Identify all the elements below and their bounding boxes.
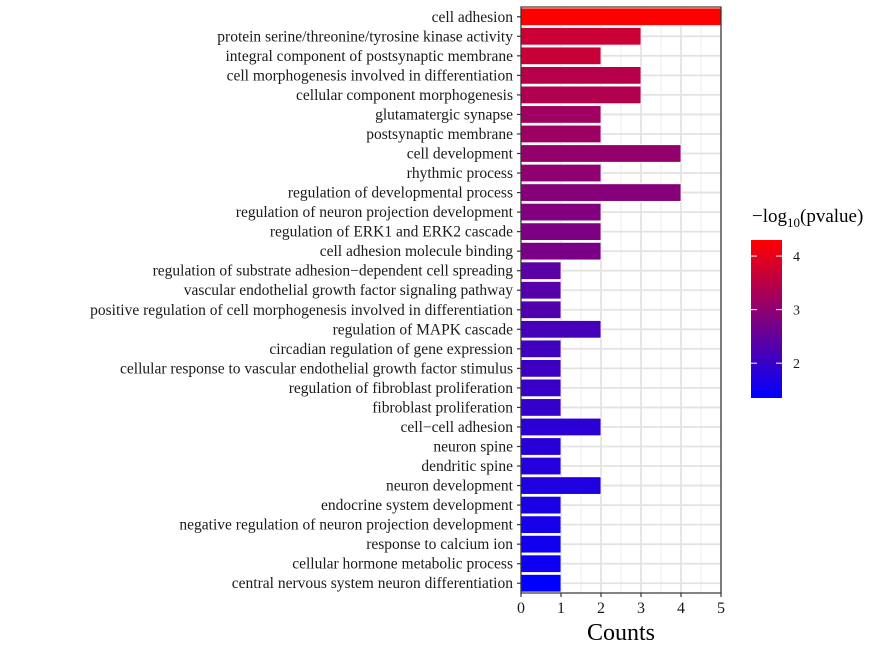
y-tick-label: central nervous system neuron differenti… [232, 575, 513, 592]
bar [520, 515, 562, 534]
x-tick-label: 4 [677, 600, 685, 617]
bar [520, 202, 602, 222]
colorbar-tick-label: 4 [793, 250, 800, 265]
bar [520, 281, 562, 300]
y-tick-label: regulation of fibroblast proliferation [289, 380, 514, 397]
bar [520, 222, 602, 241]
x-axis: 0 1 2 3 4 5 [517, 593, 725, 617]
bar [520, 359, 562, 378]
y-tick-label: regulation of neuron projection developm… [236, 204, 514, 221]
x-tick-label: 2 [597, 600, 605, 617]
bar [520, 66, 642, 85]
bar [520, 398, 562, 417]
y-tick-label: regulation of MAPK cascade [333, 321, 513, 338]
y-tick-label: neuron development [386, 478, 514, 495]
bar [520, 7, 722, 26]
x-tick-label: 3 [637, 600, 645, 617]
x-axis-title: Counts [587, 620, 655, 646]
bar [520, 300, 562, 319]
y-tick-label: vascular endothelial growth factor signa… [184, 282, 514, 299]
bar [520, 124, 602, 144]
bar [520, 456, 562, 476]
y-tick-label: cellular hormone metabolic process [292, 556, 513, 573]
panel-border [520, 6, 722, 594]
bar [520, 476, 602, 495]
bar [520, 495, 562, 515]
bar [520, 27, 642, 46]
y-tick-label: dendritic spine [421, 458, 513, 475]
bar [520, 320, 602, 339]
bars [520, 7, 722, 593]
bar [520, 554, 562, 573]
y-tick-label: rhythmic process [407, 165, 513, 182]
y-tick-label: cell morphogenesis involved in different… [227, 67, 514, 84]
y-tick-label: postsynaptic membrane [366, 126, 513, 143]
y-tick-label: cell development [407, 146, 514, 163]
y-axis-labels: cell adhesion protein serine/threonine/ty… [90, 9, 521, 592]
y-tick-label: cell adhesion [432, 9, 514, 26]
y-tick-label: endocrine system development [321, 497, 514, 514]
y-tick-label: fibroblast proliferation [372, 399, 513, 416]
colorbar-ticks: 2 3 4 [751, 250, 800, 372]
y-tick-label: negative regulation of neuron projection… [179, 517, 513, 534]
y-tick-label: circadian regulation of gene expression [269, 341, 513, 358]
y-tick-label: cell−cell adhesion [401, 419, 514, 436]
bar [520, 378, 562, 398]
bar [520, 574, 562, 593]
bar [520, 437, 562, 456]
y-tick-label: cellular component morphogenesis [296, 87, 513, 104]
y-tick-label: regulation of ERK1 and ERK2 cascade [270, 224, 513, 241]
y-tick-label: cell adhesion molecule binding [320, 243, 514, 260]
y-tick-label: protein serine/threonine/tyrosine kinase… [217, 28, 513, 45]
x-tick-label: 1 [557, 600, 565, 617]
y-tick-label: glutamatergic synapse [375, 106, 513, 123]
legend-title: −log10(pvalue) [752, 206, 863, 230]
y-tick-label: regulation of developmental process [288, 185, 513, 202]
bar [520, 339, 562, 359]
x-tick-label: 5 [717, 600, 725, 617]
bar [520, 534, 562, 554]
bar [520, 183, 682, 202]
colorbar [751, 240, 782, 398]
colorbar-tick-label: 2 [793, 357, 800, 372]
bar [520, 163, 602, 183]
bar [520, 85, 642, 105]
y-tick-label: integral component of postsynaptic membr… [225, 48, 513, 65]
y-tick-label: cellular response to vascular endothelia… [120, 360, 513, 377]
colorbar-tick-label: 3 [793, 304, 800, 319]
y-tick-label: positive regulation of cell morphogenesi… [90, 302, 513, 319]
y-tick-label: neuron spine [433, 439, 513, 456]
y-tick-label: response to calcium ion [366, 536, 513, 553]
y-tick-label: regulation of substrate adhesion−depende… [153, 263, 514, 280]
colorbar-legend: −log10(pvalue) 2 3 4 [751, 206, 863, 398]
bar [520, 417, 602, 437]
bar [520, 144, 682, 163]
bar [520, 46, 602, 66]
bar [520, 105, 602, 124]
bar [520, 241, 602, 261]
bar [520, 261, 562, 280]
x-tick-label: 0 [517, 600, 525, 617]
